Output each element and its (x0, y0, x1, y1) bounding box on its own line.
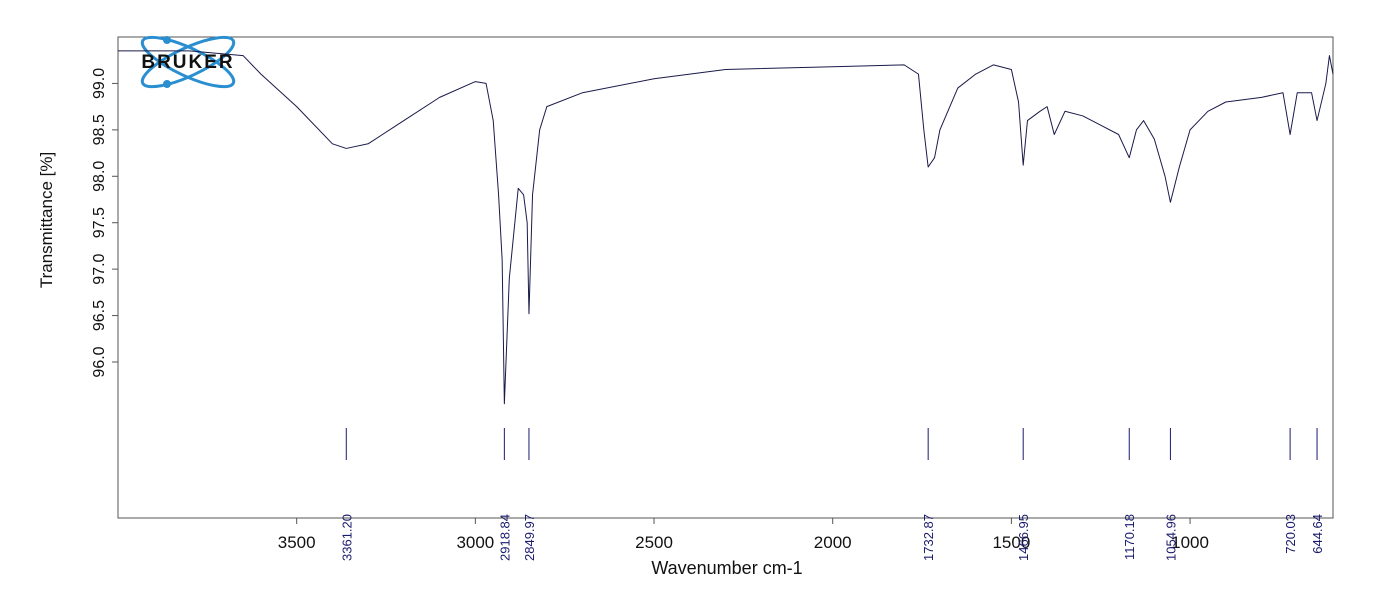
y-tick-label: 96.0 (91, 346, 108, 377)
logo: BRUKER (140, 35, 236, 89)
x-tick-label: 1500 (992, 533, 1030, 552)
logo-orbit (140, 35, 236, 89)
x-tick-label: 2000 (814, 533, 852, 552)
peak-label: 720.03 (1283, 514, 1298, 554)
peak-label: 1054.96 (1163, 514, 1178, 561)
x-tick-label: 3000 (456, 533, 494, 552)
peak-label: 1732.87 (921, 514, 936, 561)
x-axis-label: Wavenumber cm-1 (651, 558, 802, 578)
peak-label: 644.64 (1310, 514, 1325, 554)
x-tick-label: 3500 (278, 533, 316, 552)
x-tick-label: 1000 (1171, 533, 1209, 552)
spectrum-line (118, 50, 1334, 405)
logo-dot (163, 80, 171, 88)
y-axis-label: Transmittance [%] (37, 152, 56, 288)
logo-dot (163, 36, 171, 44)
y-tick-label: 96.5 (91, 300, 108, 331)
peak-label: 1170.18 (1122, 514, 1137, 560)
y-tick-label: 99.0 (91, 68, 108, 99)
logo-text: BRUKER (141, 52, 234, 73)
y-tick-label: 98.0 (91, 161, 108, 192)
x-tick-label: 2500 (635, 533, 673, 552)
y-tick-label: 97.5 (91, 207, 108, 238)
peak-label: 1466.95 (1016, 514, 1031, 561)
logo-orbit (140, 35, 236, 89)
peak-label: 3361.20 (339, 514, 354, 561)
peak-label: 2849.97 (522, 514, 537, 561)
peak-label: 2918.84 (497, 514, 512, 561)
y-tick-label: 98.5 (91, 114, 108, 145)
plot-frame (117, 36, 1334, 519)
y-tick-label: 97.0 (91, 253, 108, 284)
